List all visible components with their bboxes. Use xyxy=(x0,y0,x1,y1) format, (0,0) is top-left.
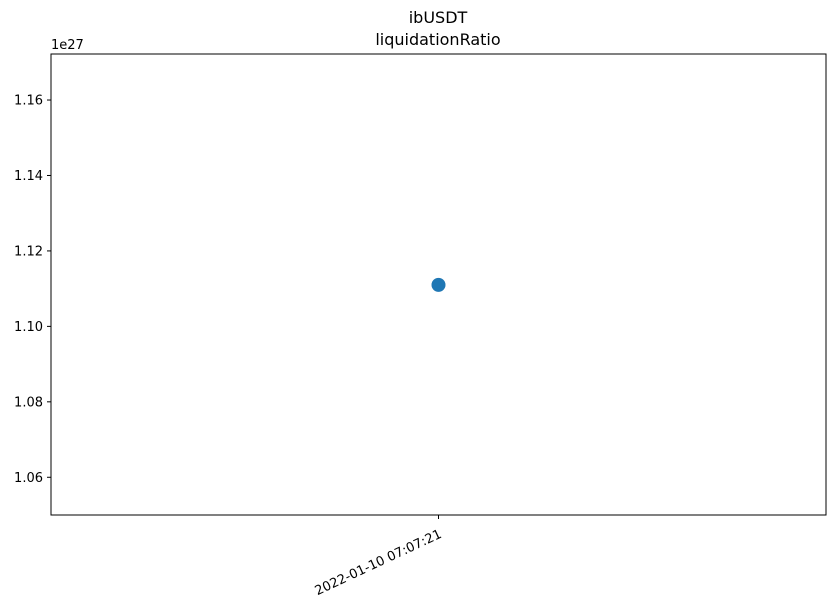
data-point xyxy=(431,277,446,292)
y-offset-label: 1e27 xyxy=(51,38,84,53)
y-tick-label: 1.08 xyxy=(14,395,43,410)
y-tick-label: 1.14 xyxy=(14,169,43,184)
chart-subtitle: liquidationRatio xyxy=(375,30,500,49)
y-tick-label: 1.06 xyxy=(14,471,43,486)
chart-title: ibUSDT xyxy=(409,8,468,27)
plot-frame xyxy=(50,53,827,516)
data-points xyxy=(431,277,446,292)
x-axis: 2022-01-10 07:07:21 xyxy=(313,515,444,599)
y-tick-label: 1.16 xyxy=(14,94,43,109)
x-tick-label: 2022-01-10 07:07:21 xyxy=(313,527,444,599)
y-axis: 1.06 1.08 1.10 1.12 1.14 1.16 xyxy=(14,94,51,486)
y-tick-label: 1.12 xyxy=(14,244,43,259)
y-tick-label: 1.10 xyxy=(14,320,43,335)
